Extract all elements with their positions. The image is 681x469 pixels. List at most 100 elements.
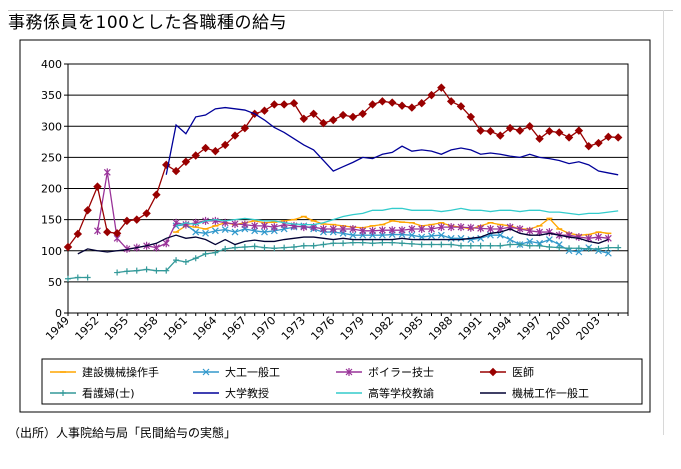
data-point-3: [329, 224, 337, 233]
data-point-4: [122, 216, 132, 226]
data-point-3: [477, 224, 485, 233]
data-point-5: [65, 275, 71, 282]
data-point-2: [202, 229, 209, 237]
data-point-3: [388, 226, 396, 235]
x-tick-label: 1967: [220, 314, 249, 343]
data-point-4: [358, 109, 367, 119]
data-point-4: [329, 115, 338, 125]
data-point-5: [212, 249, 219, 256]
data-point-5: [448, 241, 455, 248]
data-point-5: [173, 257, 180, 264]
data-point-4: [260, 106, 269, 115]
data-point-5: [605, 244, 612, 251]
y-tick-label: 0: [55, 307, 62, 320]
data-point-4: [211, 146, 220, 156]
data-point-3: [428, 224, 435, 233]
data-point-3: [152, 243, 160, 252]
data-point-5: [74, 274, 81, 281]
data-point-4: [476, 126, 485, 135]
y-tick-label: 300: [41, 120, 62, 133]
data-point-5: [359, 239, 366, 246]
data-point-4: [417, 99, 426, 108]
data-point-5: [536, 242, 543, 249]
data-point-5: [369, 240, 376, 247]
data-point-3: [270, 223, 278, 232]
data-point-4: [270, 100, 279, 109]
data-point-5: [575, 245, 582, 252]
data-point-5: [281, 244, 288, 251]
data-point-4: [604, 132, 613, 142]
data-point-3: [349, 224, 357, 233]
data-point-5: [526, 242, 533, 249]
data-point-2: [575, 248, 583, 256]
data-point-4: [397, 101, 407, 110]
data-point-3: [359, 226, 367, 235]
data-point-3: [378, 226, 386, 235]
data-point-4: [407, 103, 417, 112]
data-point-3: [94, 226, 101, 235]
data-point-2: [496, 231, 504, 239]
data-point-5: [497, 242, 504, 249]
y-tick-label: 150: [41, 214, 62, 227]
data-point-4: [515, 126, 525, 135]
x-tick-label: 1994: [485, 314, 514, 343]
data-point-4: [73, 229, 83, 239]
data-point-4: [309, 109, 318, 119]
x-tick-label: 1970: [249, 314, 278, 343]
data-point-5: [241, 244, 248, 251]
data-point-4: [486, 127, 495, 136]
data-point-4: [564, 133, 574, 142]
data-point-3: [487, 224, 494, 233]
x-tick-label: 2000: [544, 314, 573, 343]
data-point-4: [613, 133, 623, 142]
y-tick-label: 250: [41, 151, 62, 164]
data-point-3: [339, 224, 347, 233]
data-point-4: [545, 127, 554, 136]
data-point-3: [447, 223, 455, 232]
data-point-4: [191, 151, 200, 160]
data-point-5: [192, 255, 199, 262]
data-point-2: [447, 234, 455, 242]
data-point-4: [181, 157, 191, 166]
data-point-4: [152, 190, 161, 199]
data-point-4: [93, 182, 102, 191]
data-point-3: [241, 220, 249, 229]
legend-marker: [345, 368, 353, 376]
data-point-3: [369, 226, 376, 235]
data-point-2: [192, 228, 200, 236]
data-point-5: [222, 245, 229, 252]
y-tick-label: 350: [41, 89, 62, 102]
data-point-2: [604, 249, 612, 257]
data-point-2: [261, 228, 268, 236]
data-point-5: [320, 241, 327, 248]
data-point-4: [289, 99, 299, 108]
data-point-3: [457, 223, 465, 232]
data-point-3: [211, 216, 219, 225]
data-point-4: [378, 97, 387, 106]
data-point-5: [340, 240, 347, 247]
x-tick-label: 1997: [515, 314, 544, 343]
data-point-3: [526, 226, 534, 235]
legend-label: ボイラー技士: [368, 366, 434, 379]
data-point-4: [171, 166, 181, 176]
data-point-4: [63, 242, 73, 252]
data-point-3: [261, 221, 268, 230]
data-point-5: [457, 242, 464, 249]
data-point-2: [506, 236, 514, 243]
data-point-2: [437, 231, 445, 239]
data-point-5: [438, 241, 445, 248]
legend-marker: [202, 368, 210, 376]
x-tick-label: 1973: [279, 314, 308, 343]
data-point-4: [368, 100, 377, 109]
x-tick-label: 1964: [190, 314, 219, 343]
x-tick-label: 1991: [456, 314, 485, 343]
data-point-5: [408, 240, 415, 247]
data-point-5: [153, 267, 160, 274]
data-point-5: [615, 244, 622, 251]
data-point-5: [300, 242, 307, 249]
x-tick-label: 1988: [426, 314, 455, 343]
data-point-5: [467, 242, 474, 249]
series-line-5: [117, 242, 619, 274]
data-point-3: [320, 224, 327, 233]
